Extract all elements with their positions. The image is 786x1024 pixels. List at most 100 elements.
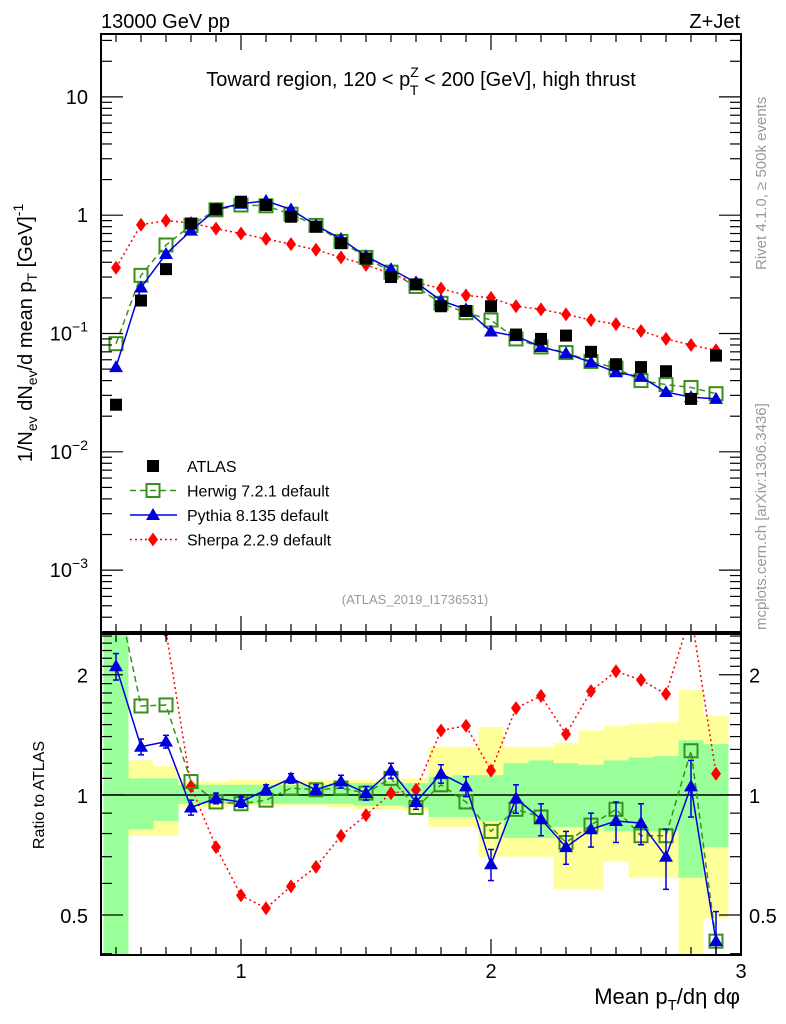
ylabel-a: 1/N	[15, 431, 37, 462]
stat-band-bin	[478, 775, 504, 822]
sherpa-point	[461, 288, 471, 303]
atlas-data-point	[185, 217, 197, 230]
atlas-data-point	[260, 198, 272, 211]
atlas-data-point	[435, 300, 447, 313]
herwig-point	[483, 823, 499, 839]
sherpa-point	[536, 302, 546, 317]
herwig-point	[558, 345, 574, 361]
main-axis-ticks	[101, 34, 741, 633]
pythia-main-line	[115, 200, 717, 400]
ylabel-d: [GeV]	[15, 216, 37, 273]
pythia-point	[234, 794, 248, 807]
pythia-point	[109, 360, 123, 373]
sherpa-point	[311, 859, 321, 874]
atlas-data-point	[110, 398, 122, 411]
pythia-point	[409, 794, 423, 807]
y-tick-base: 1	[77, 205, 88, 227]
sherpa-point	[336, 250, 346, 265]
pythia-point	[134, 739, 148, 752]
pythia-point	[534, 812, 548, 825]
herwig-point	[683, 743, 699, 759]
atlas-data-point	[160, 263, 172, 276]
herwig-point	[133, 698, 149, 714]
mcplots-label: mcplots.cern.ch [arXiv:1306.3436]	[753, 403, 770, 630]
pythia-point	[434, 766, 448, 779]
pythia-point	[709, 934, 723, 947]
atlas-data-point	[385, 271, 397, 284]
sherpa-point	[386, 786, 396, 801]
atlas-data-point	[635, 361, 647, 374]
sherpa-point	[148, 532, 158, 547]
atlas-data-point	[510, 328, 522, 341]
x-tick-label: 3	[735, 961, 746, 983]
title-subscript: T	[410, 82, 419, 98]
pythia-point	[484, 857, 498, 870]
sherpa-point	[261, 231, 271, 246]
sherpa-point	[561, 307, 571, 322]
sherpa-point	[511, 299, 521, 314]
sherpa-point	[586, 313, 596, 328]
pythia-point	[684, 779, 698, 792]
sherpa-point	[136, 217, 146, 232]
sherpa-point	[211, 840, 221, 855]
sherpa-point	[361, 808, 371, 823]
atlas-data-point	[410, 278, 422, 291]
ratio-y-tick-label-right: 2	[749, 666, 760, 688]
y-tick-base: 10	[50, 442, 72, 464]
legend-label: Sherpa 2.2.9 default	[187, 533, 332, 550]
sherpa-point	[636, 324, 646, 339]
sherpa-point	[186, 779, 196, 794]
pythia-point	[109, 659, 123, 672]
y-tick-label: 10−1	[50, 319, 88, 346]
title-part-pre: Toward region, 120 < p	[206, 69, 410, 91]
ratio-axis-ticks	[101, 634, 741, 955]
main-series-layer	[108, 193, 724, 411]
pythia-point	[146, 508, 160, 520]
sherpa-point	[486, 763, 496, 778]
pythia-point	[659, 849, 673, 862]
main-title: Toward region, 120 < pZ T < 200 [GeV], hi…	[206, 64, 636, 98]
sherpa-point	[436, 281, 446, 296]
sherpa-point	[111, 260, 121, 275]
stat-band-bin	[653, 756, 679, 832]
y-tick-exponent: −2	[72, 437, 88, 453]
atlas-data-point	[610, 358, 622, 371]
y-tick-label: 10	[66, 87, 88, 109]
pythia-point	[559, 840, 573, 853]
herwig-point	[108, 336, 124, 352]
sherpa-point	[286, 879, 296, 894]
main-y-axis-label: 1/Nev dNev/d mean pT [GeV]-1	[10, 204, 40, 463]
atlas-data-point	[460, 304, 472, 317]
atlas-data-point	[585, 345, 597, 358]
sherpa-point	[636, 673, 646, 688]
sherpa-point	[686, 337, 696, 352]
sherpa-point	[561, 727, 571, 742]
y-tick-base: 10	[66, 87, 88, 109]
ylabel-c: /d mean p	[15, 281, 37, 370]
pythia-point	[609, 365, 623, 378]
legend-item-sherpa: Sherpa 2.2.9 default	[130, 532, 332, 550]
x-tick-label: 2	[485, 961, 496, 983]
pythia-point	[509, 791, 523, 804]
sherpa-point	[536, 688, 546, 703]
atlas-data-point	[335, 237, 347, 250]
pythia-point	[334, 774, 348, 787]
atlas-data-point	[535, 332, 547, 345]
pythia-point	[159, 246, 173, 259]
pythia-point	[459, 779, 473, 792]
legend-label: ATLAS	[187, 459, 237, 476]
ratio-y-tick-label-left: 1	[77, 786, 88, 808]
ylabel-c-sub: T	[24, 272, 40, 281]
header-process-label: Z+Jet	[689, 11, 740, 33]
ratio-y-tick-label-right: 1	[749, 786, 760, 808]
atlas-data-point	[660, 365, 672, 378]
ylabel-a-sub: ev	[24, 416, 40, 431]
y-tick-label: 10−3	[50, 555, 88, 582]
ratio-y-tick-label-right: 0.5	[749, 906, 777, 928]
sherpa-point	[236, 226, 246, 241]
sherpa-point	[411, 782, 421, 797]
ratio-y-axis-label: Ratio to ATLAS	[31, 741, 48, 849]
xlabel-pre: Mean p	[594, 984, 667, 1009]
atlas-data-point	[710, 349, 722, 362]
sherpa-point	[711, 766, 721, 781]
